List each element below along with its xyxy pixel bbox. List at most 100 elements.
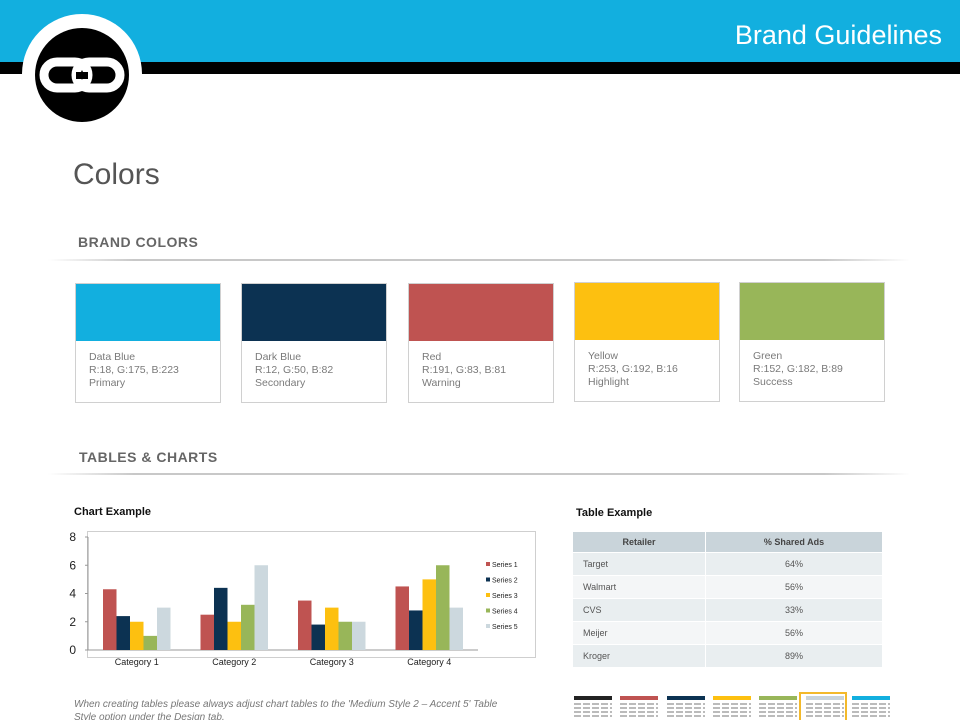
table-style-row — [620, 707, 659, 709]
table-style-row — [805, 715, 844, 717]
table-style-thumbnail[interactable] — [851, 692, 890, 720]
swatch-role: Success — [753, 376, 793, 388]
y-tick-label: 0 — [69, 643, 76, 657]
header-divider — [0, 62, 960, 74]
swatch-role: Secondary — [255, 377, 306, 389]
swatch-name: Data Blue — [89, 351, 136, 363]
table-style-thumbnail[interactable] — [574, 692, 612, 720]
table-header-shared-ads: % Shared Ads — [705, 531, 883, 553]
table-style-row — [574, 703, 612, 705]
table-style-row — [666, 711, 705, 713]
y-tick-label: 8 — [69, 530, 76, 544]
legend-swatch — [486, 624, 490, 628]
tables-charts-divider — [48, 473, 910, 475]
bar-series-3-1 — [130, 621, 144, 650]
header-bar — [0, 0, 960, 62]
table-style-row — [620, 703, 659, 705]
bar-series-5-1 — [157, 607, 171, 650]
swatch-color — [242, 284, 386, 341]
table-style-row — [574, 715, 612, 717]
table-row: Meijer 56% — [572, 621, 883, 645]
bar-series-2-4 — [409, 610, 423, 650]
swatch-card-red: Red R:191, G:83, B:81 Warning — [408, 283, 554, 403]
bar-series-3-2 — [227, 621, 241, 650]
table-style-row — [759, 715, 798, 717]
table-style-header-bar — [712, 696, 751, 700]
table-style-thumbnail[interactable] — [759, 692, 798, 720]
x-tick-label: Category 1 — [115, 657, 159, 667]
bar-series-4-1 — [143, 635, 157, 650]
x-tick-label: Category 2 — [212, 657, 256, 667]
table-style-row — [712, 703, 751, 705]
x-tick-label: Category 4 — [407, 657, 451, 667]
swatch-card-yellow: Yellow R:253, G:192, B:16 Highlight — [574, 282, 720, 402]
bar-series-2-2 — [214, 587, 228, 650]
table-style-row — [620, 715, 659, 717]
swatch-rgb: R:152, G:182, B:89 — [753, 363, 843, 375]
swatch-name: Red — [422, 351, 442, 363]
legend-swatch — [486, 562, 490, 566]
bar-series-5-3 — [352, 621, 366, 650]
y-tick-label: 6 — [69, 558, 76, 572]
swatch-name: Dark Blue — [255, 351, 302, 363]
table-style-row — [805, 711, 844, 713]
table-style-note: When creating tables please always adjus… — [74, 699, 498, 720]
table-style-thumbnail[interactable] — [712, 692, 751, 720]
swatch-role: Primary — [89, 377, 126, 389]
table-style-row — [759, 711, 798, 713]
swatch-details: Dark Blue R:12, G:50, B:82 Secondary — [242, 341, 386, 402]
table-style-row — [574, 711, 612, 713]
swatch-details: Green R:152, G:182, B:89 Success — [740, 340, 884, 401]
table-style-row — [712, 707, 751, 709]
legend-label: Series 3 — [492, 593, 518, 600]
bar-series-3-3 — [325, 607, 339, 650]
table-style-thumbnail[interactable] — [620, 692, 659, 720]
swatch-rgb: R:18, G:175, B:223 — [89, 364, 179, 376]
swatch-details: Red R:191, G:83, B:81 Warning — [409, 341, 553, 402]
swatch-card-dark-blue: Dark Blue R:12, G:50, B:82 Secondary — [241, 283, 387, 403]
table-style-thumbnail[interactable] — [805, 692, 844, 720]
y-tick-label: 4 — [69, 587, 76, 601]
selected-style-highlight — [799, 692, 847, 720]
bar-series-2-1 — [116, 616, 130, 650]
legend-label: Series 5 — [492, 624, 518, 631]
x-tick-label: Category 3 — [310, 657, 354, 667]
legend-swatch — [486, 608, 490, 613]
swatch-card-data-blue: Data Blue R:18, G:175, B:223 Primary — [75, 283, 221, 403]
table-row: Walmart 56% — [572, 575, 883, 599]
table-row: Kroger 89% — [572, 644, 883, 668]
legend-label: Series 1 — [492, 562, 518, 569]
legend-swatch — [486, 577, 490, 582]
swatch-role: Warning — [422, 377, 461, 389]
retailer-cell: Kroger — [572, 644, 706, 668]
bar-series-2-3 — [311, 624, 325, 650]
retailer-cell: Target — [572, 552, 706, 576]
logo — [22, 14, 142, 134]
table-style-header-bar — [759, 696, 798, 700]
table-style-header-bar — [851, 696, 890, 700]
table-style-row — [805, 703, 844, 705]
shared-ads-cell: 56% — [705, 621, 883, 645]
swatch-name: Green — [753, 350, 783, 362]
retailer-cell: Walmart — [572, 575, 706, 599]
bar-chart: 0 2 4 6 8 Category 1 Category 2 Category 3 Categ… — [69, 530, 518, 667]
table-row: CVS 33% — [572, 598, 883, 622]
chart-example-label: Chart Example — [74, 506, 152, 518]
table-style-row — [851, 703, 890, 705]
bar-series-1-2 — [200, 614, 214, 650]
swatch-color — [740, 283, 884, 340]
retailer-cell: CVS — [572, 598, 706, 622]
table-style-header-bar — [620, 696, 659, 700]
table-style-row — [759, 703, 798, 705]
table-row: Target 64% — [572, 552, 883, 576]
table-style-row — [620, 711, 659, 713]
shared-ads-cell: 89% — [705, 644, 883, 668]
bar-series-1-3 — [298, 600, 312, 650]
tables-charts-heading: TABLES & CHARTS — [79, 449, 218, 465]
shared-ads-cell: 56% — [705, 575, 883, 599]
brand-colors-divider — [48, 259, 910, 261]
swatch-name: Yellow — [588, 350, 618, 362]
header-title: Brand Guidelines — [734, 20, 942, 50]
table-style-thumbnail[interactable] — [666, 692, 705, 720]
table-style-row — [759, 707, 798, 709]
